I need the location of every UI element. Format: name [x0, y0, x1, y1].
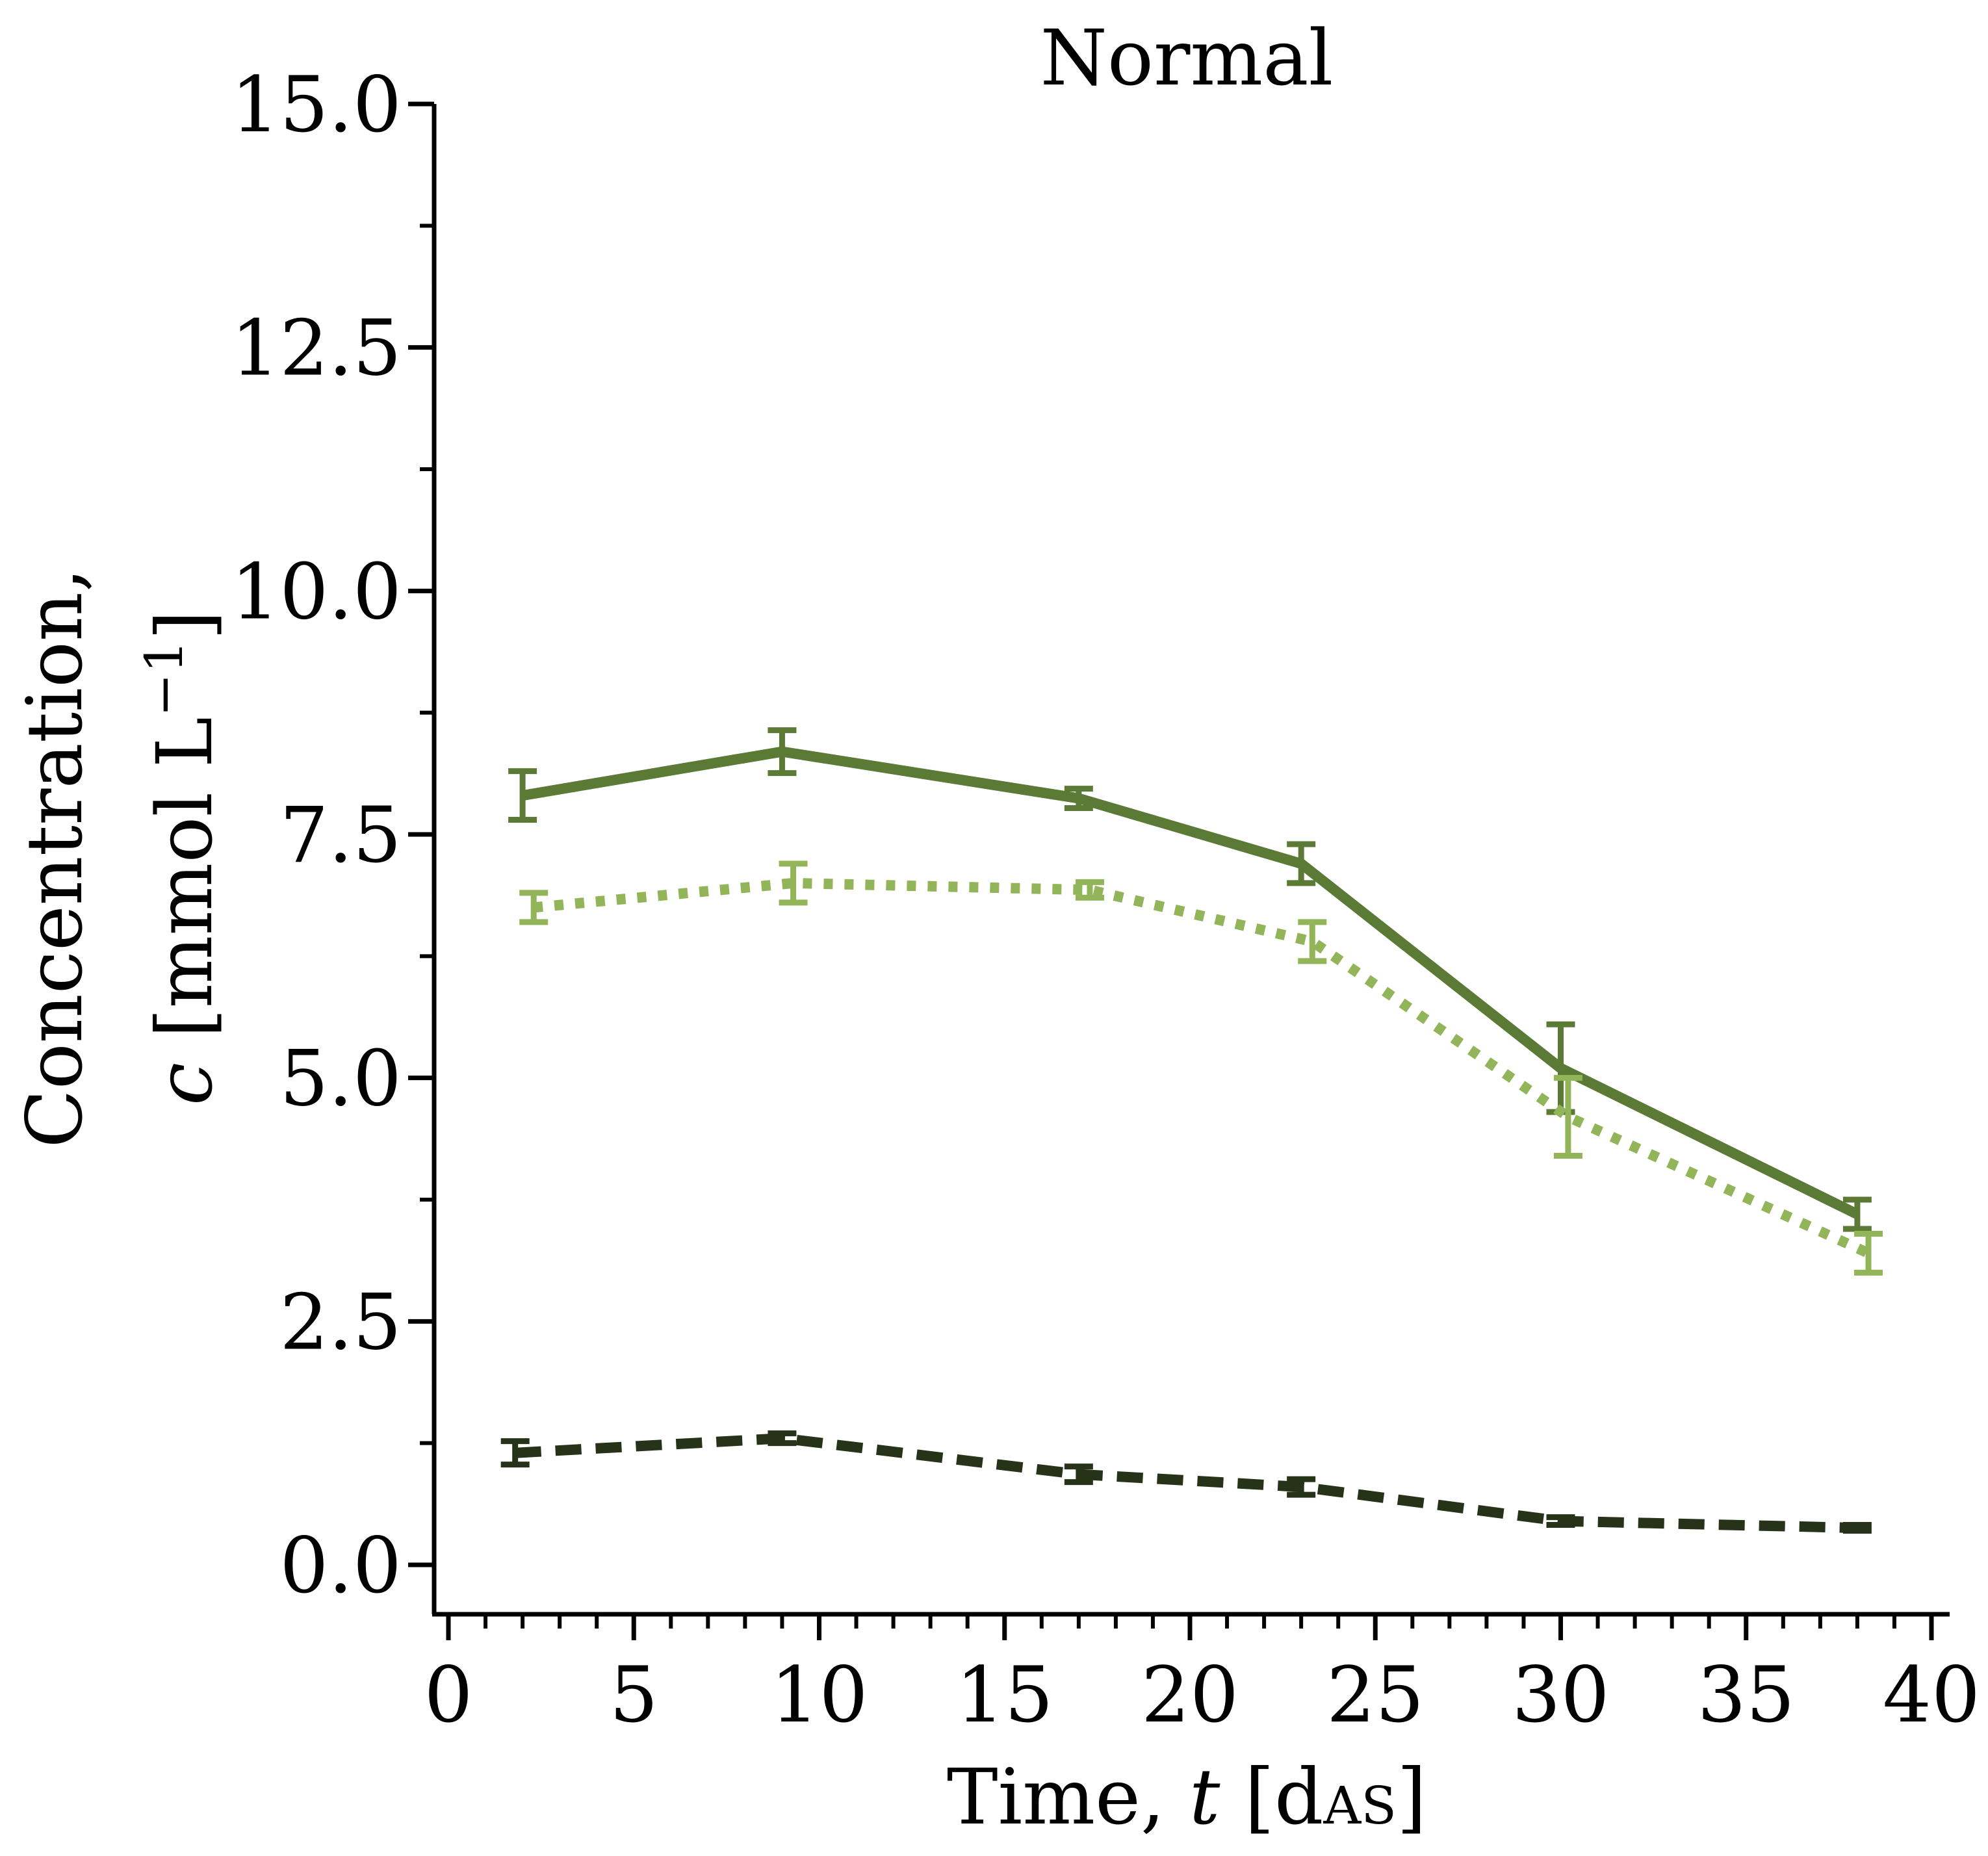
data-point [790, 880, 796, 886]
error-bar [500, 1438, 530, 1468]
x-tick-label: 20 [1141, 1650, 1239, 1740]
error-bar [1298, 919, 1327, 964]
data-point [1565, 1114, 1571, 1120]
x-tick-label: 5 [610, 1650, 658, 1740]
error-bar [1842, 1196, 1872, 1232]
error-bar [1854, 1230, 1883, 1276]
error-bar [1553, 1075, 1582, 1159]
y-ticks: 0.0 2.5 5.0 7.5 10.0 12.5 15.0 [231, 60, 434, 1610]
error-bar [779, 860, 808, 906]
data-point [520, 793, 526, 799]
error-bar [508, 768, 537, 823]
y-tick-label: 0.0 [279, 1521, 402, 1610]
x-tick-label: 40 [1883, 1650, 1980, 1740]
x-tick-label: 10 [770, 1650, 868, 1740]
data-point [1087, 887, 1092, 893]
error-bar [1064, 1463, 1093, 1486]
data-point [1298, 1484, 1304, 1490]
y-tick-label: 10.0 [231, 547, 402, 636]
y-tick-label: 12.5 [231, 303, 402, 393]
axes [432, 104, 1950, 1617]
x-tick-label: 15 [956, 1650, 1053, 1740]
y-tick-label: 5.0 [279, 1034, 402, 1124]
error-bar [1842, 1522, 1872, 1534]
y-axis-label-line1: Concentration, [10, 567, 99, 1148]
series-dashed [500, 1430, 1872, 1534]
y-tick-label: 7.5 [279, 790, 402, 880]
series-layer [500, 727, 1883, 1534]
error-bar [768, 727, 797, 777]
data-point [1298, 860, 1304, 866]
series-solid [508, 727, 1872, 1232]
error-bar [1075, 879, 1104, 901]
data-point [531, 905, 537, 910]
data-point [1076, 1471, 1081, 1477]
data-point [1854, 1525, 1860, 1531]
data-point [1558, 1065, 1564, 1071]
data-point [779, 749, 785, 754]
error-bar [1064, 786, 1093, 812]
data-point [1558, 1518, 1564, 1524]
error-bar [768, 1430, 797, 1447]
y-tick-label: 15.0 [231, 60, 402, 149]
error-bar [1287, 1476, 1316, 1498]
error-bar [1287, 841, 1316, 886]
data-point [1076, 795, 1081, 801]
error-bar [519, 890, 549, 925]
error-bar [1546, 1514, 1575, 1528]
series-line-dotted [533, 877, 1871, 1258]
y-tick-label: 2.5 [279, 1277, 402, 1367]
y-axis-label-line2: c [mmol L−1] [134, 610, 229, 1105]
x-ticks: 0 5 10 15 20 25 30 35 40 [424, 1614, 1980, 1740]
data-point [1310, 938, 1315, 944]
x-axis-label: Time, t [dAS] [947, 1752, 1426, 1842]
x-tick-label: 0 [424, 1650, 472, 1740]
data-point [1854, 1211, 1860, 1217]
series-dotted [519, 860, 1883, 1276]
series-line-dashed [515, 1433, 1858, 1534]
data-point [1866, 1250, 1872, 1256]
data-point [512, 1450, 518, 1456]
x-tick-label: 25 [1326, 1650, 1424, 1740]
x-tick-label: 35 [1698, 1650, 1795, 1740]
x-tick-label: 30 [1512, 1650, 1609, 1740]
data-point [779, 1436, 785, 1441]
chart-title: Normal [1040, 13, 1334, 103]
series-line-solid [521, 746, 1860, 1219]
